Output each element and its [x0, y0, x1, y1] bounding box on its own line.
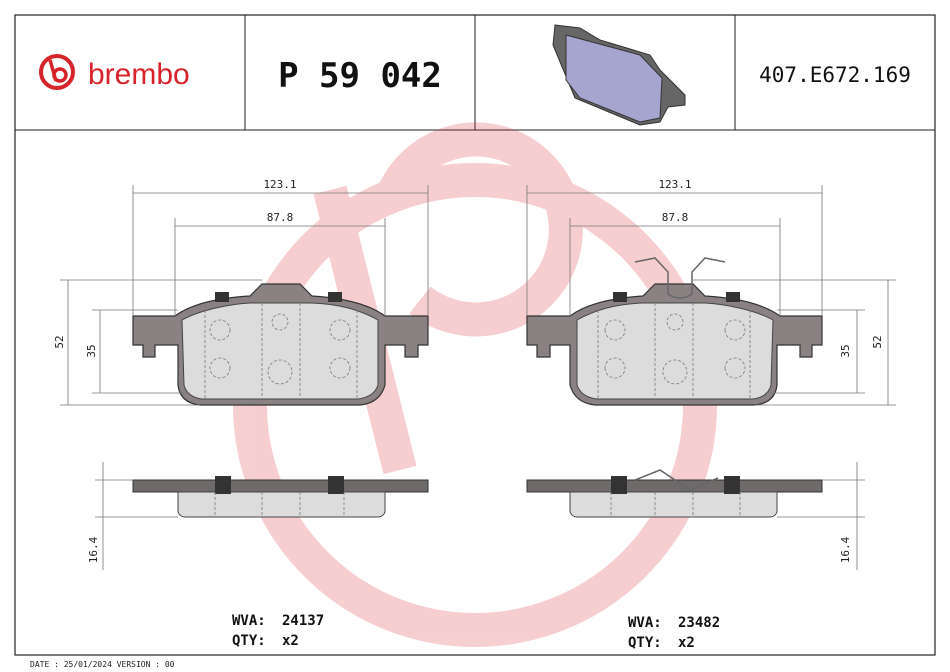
right-pad-side — [526, 475, 823, 518]
dimension-label: 87.8 — [662, 211, 689, 224]
drawing-circle — [39, 54, 75, 90]
wva-label: WVA: — [628, 615, 662, 631]
left-pad-side — [132, 475, 429, 518]
dimension-label: 52 — [53, 335, 66, 348]
pad-thumbnail — [552, 24, 686, 126]
left-pad-top — [132, 283, 429, 406]
qty-label: QTY: — [232, 633, 266, 649]
spring-clip — [634, 257, 726, 299]
dimension-label: 123.1 — [263, 178, 296, 191]
right-pad — [526, 283, 823, 518]
dimension-label: 123.1 — [658, 178, 691, 191]
right-pad-top — [526, 283, 823, 406]
dimension-lines — [526, 185, 896, 570]
dimension-label: 16.4 — [87, 536, 100, 563]
dimension-label: 87.8 — [267, 211, 294, 224]
spring-clip — [634, 469, 719, 491]
dimension-label: 35 — [85, 344, 98, 357]
dimension-label: 16.4 — [839, 536, 852, 563]
wva-value: 23482 — [678, 615, 720, 631]
dimension-lines — [60, 185, 429, 570]
qty-label: QTY: — [628, 635, 662, 651]
wva-value: 24137 — [282, 613, 324, 629]
brand-name: brembo — [88, 58, 190, 91]
part-number: P 59 042 — [278, 56, 442, 96]
drawing-path — [565, 34, 663, 123]
footer-date: DATE : 25/01/2024 VERSION : 00 — [30, 660, 175, 669]
dimension-label: 35 — [839, 344, 852, 357]
qty-value: x2 — [678, 635, 695, 651]
dimension-label: 52 — [871, 335, 884, 348]
brand-logo — [39, 54, 75, 90]
part-code: 407.E672.169 — [759, 63, 911, 87]
qty-value: x2 — [282, 633, 299, 649]
drawing-line — [48, 59, 58, 82]
wva-label: WVA: — [232, 613, 266, 629]
